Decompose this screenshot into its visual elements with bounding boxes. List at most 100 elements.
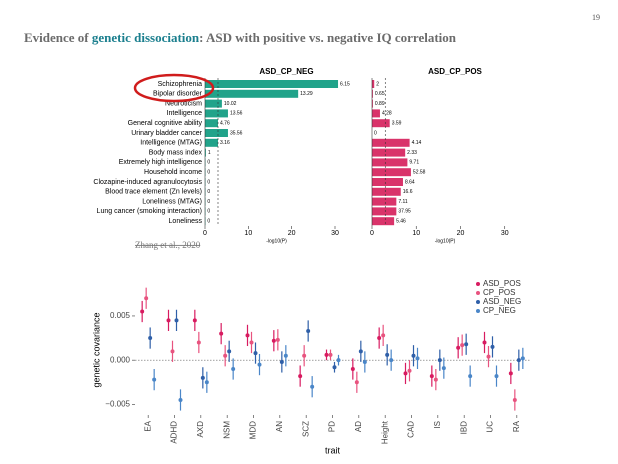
point bbox=[271, 338, 276, 343]
bar-annotation: 0.89 bbox=[375, 101, 385, 107]
point bbox=[231, 367, 236, 372]
category-label: Neuroticism bbox=[165, 100, 202, 107]
category-label: Lung cancer (smoking interaction) bbox=[97, 208, 202, 215]
bar-annotation: 5.46 bbox=[396, 219, 406, 225]
point bbox=[283, 353, 288, 358]
x-tick-label: 0 bbox=[203, 230, 207, 237]
bar bbox=[372, 217, 395, 226]
bar bbox=[372, 119, 390, 128]
point bbox=[490, 344, 495, 349]
bar bbox=[205, 119, 218, 128]
bar-annotation: 0 bbox=[207, 199, 210, 205]
point bbox=[200, 375, 205, 380]
point bbox=[464, 342, 469, 347]
bar-annotation: 4.28 bbox=[382, 111, 392, 117]
category-label: Extremely high intelligence bbox=[119, 159, 202, 166]
point bbox=[350, 367, 355, 372]
point bbox=[441, 366, 446, 371]
chart-title: ASD_CP_POS bbox=[428, 67, 482, 76]
category-label: Loneliness bbox=[169, 218, 203, 225]
bar bbox=[372, 168, 411, 177]
point bbox=[144, 296, 149, 301]
bar bbox=[372, 207, 397, 216]
category-label: Schizophrenia bbox=[158, 81, 202, 88]
x-tick-label: PD bbox=[328, 421, 337, 432]
category-label: Clozapine-induced agranulocytosis bbox=[93, 179, 202, 186]
legend-swatch bbox=[476, 282, 480, 286]
point bbox=[433, 377, 438, 382]
point bbox=[494, 374, 499, 379]
bar bbox=[372, 197, 397, 206]
x-tick-label: 30 bbox=[501, 230, 509, 237]
category-label: Loneliness (MTAG) bbox=[142, 198, 202, 205]
point bbox=[403, 371, 408, 376]
bar-annotation: 0 bbox=[207, 170, 210, 176]
bar-annotation: 0 bbox=[207, 189, 210, 195]
bar-annotation: 0 bbox=[207, 209, 210, 215]
point bbox=[389, 358, 394, 363]
point bbox=[468, 374, 473, 379]
bar-annotation: 4.14 bbox=[412, 140, 422, 146]
bar bbox=[372, 80, 375, 88]
point bbox=[174, 318, 179, 323]
category-label: Intelligence (MTAG) bbox=[140, 140, 202, 147]
point bbox=[192, 318, 197, 323]
bar-annotation: 13.29 bbox=[300, 91, 313, 97]
point bbox=[298, 374, 303, 379]
x-tick-label: 20 bbox=[457, 230, 465, 237]
point bbox=[512, 397, 517, 402]
highlight-ellipse bbox=[133, 73, 215, 103]
citation: Zhang et al., 2020 bbox=[135, 240, 201, 250]
bar bbox=[372, 109, 380, 118]
bar-annotation: 37.95 bbox=[398, 209, 411, 215]
category-label: Bipolar disorder bbox=[153, 91, 203, 98]
point bbox=[245, 333, 250, 338]
x-axis-label: trait bbox=[325, 445, 341, 455]
bar-annotation: 0 bbox=[207, 219, 210, 225]
point bbox=[279, 359, 284, 364]
category-label: General cognitive ability bbox=[128, 120, 203, 127]
title-highlight: genetic dissociation bbox=[92, 30, 200, 45]
point bbox=[178, 397, 183, 402]
bar bbox=[205, 89, 299, 98]
point bbox=[362, 359, 367, 364]
point bbox=[482, 340, 487, 345]
legend-label: CP_POS bbox=[483, 288, 515, 297]
slide-title: Evidence of genetic dissociation: ASD wi… bbox=[24, 30, 457, 45]
bar bbox=[372, 99, 373, 108]
point bbox=[354, 380, 359, 385]
x-tick-label: AXD bbox=[196, 421, 205, 438]
bar bbox=[372, 138, 410, 147]
x-tick-label: AN bbox=[275, 421, 284, 432]
point bbox=[223, 353, 228, 358]
x-tick-label: 30 bbox=[331, 230, 339, 237]
x-tick-label: IS bbox=[433, 421, 442, 429]
point bbox=[415, 356, 420, 361]
point bbox=[257, 362, 262, 367]
title-part: : ASD with positive vs. negative IQ corr… bbox=[199, 30, 457, 45]
y-axis-label: genetic covariance bbox=[91, 312, 101, 387]
x-tick-label: 10 bbox=[244, 230, 252, 237]
point bbox=[148, 336, 153, 341]
legend-swatch bbox=[476, 309, 480, 313]
bar bbox=[205, 80, 339, 88]
point bbox=[152, 377, 157, 382]
x-tick-label: MDD bbox=[249, 421, 258, 439]
bar-annotation: 13.56 bbox=[230, 111, 243, 117]
point bbox=[140, 309, 145, 314]
x-tick-label: NSM bbox=[222, 421, 231, 439]
point bbox=[336, 358, 341, 363]
bar-annotation: 2 bbox=[376, 81, 379, 87]
bar bbox=[205, 99, 222, 108]
category-label: Urinary bladder cancer bbox=[131, 130, 202, 137]
point bbox=[249, 340, 254, 345]
bar bbox=[372, 178, 403, 186]
category-label: Intelligence bbox=[167, 110, 203, 117]
x-tick-label: EA bbox=[143, 420, 152, 431]
point bbox=[486, 354, 491, 359]
bar bbox=[205, 109, 228, 118]
x-tick-label: RA bbox=[512, 420, 521, 432]
bar-annotation: 3.16 bbox=[220, 140, 230, 146]
bar-annotation: 8.64 bbox=[405, 179, 415, 185]
